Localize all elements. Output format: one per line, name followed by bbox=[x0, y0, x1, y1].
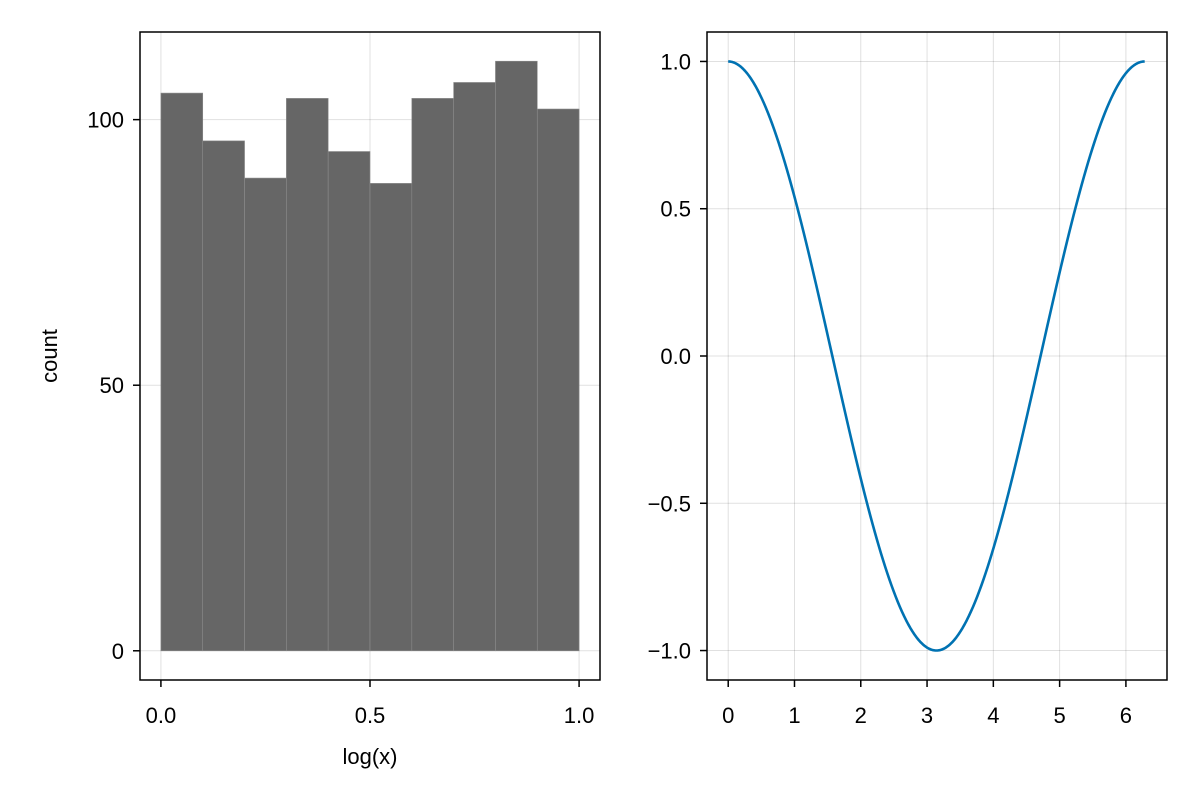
line-x-tick-label: 2 bbox=[855, 703, 867, 728]
histogram-y-tick-label: 100 bbox=[87, 108, 124, 133]
histogram-x-tick-label: 0.0 bbox=[146, 703, 177, 728]
line-y-ticks: −1.0 −0.5 0.0 0.5 1.0 bbox=[648, 49, 707, 664]
histogram-bar bbox=[495, 60, 538, 652]
histogram-bar bbox=[453, 82, 496, 652]
cosine-series-line bbox=[728, 60, 1145, 652]
histogram-y-ticks: 0 50 100 bbox=[87, 108, 140, 664]
histogram-x-axis-label: log(x) bbox=[342, 744, 397, 769]
line-x-ticks: 0 1 2 3 4 5 6 bbox=[722, 680, 1132, 728]
histogram-bar bbox=[286, 98, 329, 652]
line-y-tick-label: −0.5 bbox=[648, 491, 691, 516]
histogram-panel: 0.0 0.5 1.0 0 50 100 log(x) count bbox=[37, 31, 601, 769]
line-x-tick-label: 5 bbox=[1053, 703, 1065, 728]
line-y-tick-label: 0.5 bbox=[660, 197, 691, 222]
histogram-x-ticks: 0.0 0.5 1.0 bbox=[146, 680, 595, 728]
line-y-tick-label: 0.0 bbox=[660, 344, 691, 369]
histogram-bar bbox=[327, 151, 371, 652]
histogram-bars bbox=[160, 60, 580, 652]
line-gridlines bbox=[707, 32, 1167, 680]
line-x-tick-label: 6 bbox=[1120, 703, 1132, 728]
histogram-bar bbox=[536, 108, 580, 652]
histogram-y-axis-label: count bbox=[37, 329, 62, 383]
histogram-y-tick-label: 50 bbox=[100, 373, 124, 398]
line-x-tick-label: 4 bbox=[987, 703, 999, 728]
line-y-tick-label: −1.0 bbox=[648, 639, 691, 664]
histogram-bar bbox=[369, 183, 413, 652]
histogram-x-tick-label: 1.0 bbox=[564, 703, 595, 728]
histogram-bar bbox=[244, 177, 287, 652]
line-x-tick-label: 3 bbox=[921, 703, 933, 728]
histogram-bar bbox=[160, 92, 204, 652]
line-x-tick-label: 1 bbox=[788, 703, 800, 728]
line-x-tick-label: 0 bbox=[722, 703, 734, 728]
line-panel: 0 1 2 3 4 5 6 −1.0 −0.5 0.0 0.5 1.0 bbox=[648, 31, 1168, 728]
line-y-tick-label: 1.0 bbox=[660, 49, 691, 74]
histogram-x-tick-label: 0.5 bbox=[355, 703, 386, 728]
histogram-bar bbox=[411, 98, 454, 652]
histogram-bar bbox=[202, 140, 245, 652]
histogram-y-tick-label: 0 bbox=[112, 639, 124, 664]
